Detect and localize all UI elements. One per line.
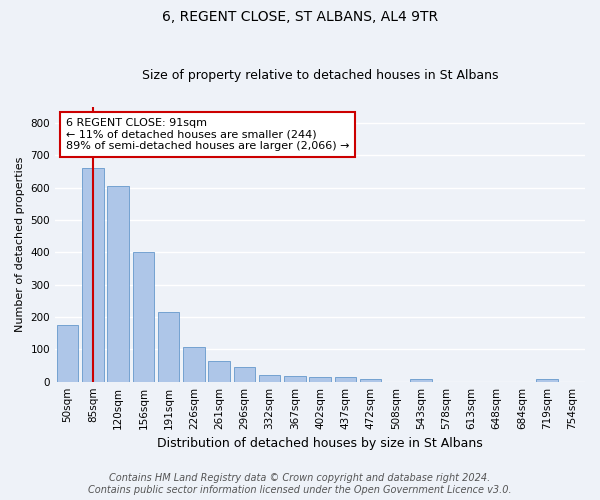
Bar [57, 325, 79, 382]
Bar [309, 377, 331, 382]
Bar [284, 376, 305, 382]
Y-axis label: Number of detached properties: Number of detached properties [15, 156, 25, 332]
Bar [360, 379, 381, 382]
Text: 6 REGENT CLOSE: 91sqm
← 11% of detached houses are smaller (244)
89% of semi-det: 6 REGENT CLOSE: 91sqm ← 11% of detached … [65, 118, 349, 151]
Bar [208, 362, 230, 382]
Bar [183, 347, 205, 382]
Bar [107, 186, 129, 382]
Bar [133, 252, 154, 382]
Bar [233, 367, 255, 382]
Text: Contains HM Land Registry data © Crown copyright and database right 2024.
Contai: Contains HM Land Registry data © Crown c… [88, 474, 512, 495]
Title: Size of property relative to detached houses in St Albans: Size of property relative to detached ho… [142, 69, 498, 82]
Bar [536, 379, 558, 382]
Bar [335, 377, 356, 382]
Bar [259, 375, 280, 382]
X-axis label: Distribution of detached houses by size in St Albans: Distribution of detached houses by size … [157, 437, 483, 450]
Bar [82, 168, 104, 382]
Bar [158, 312, 179, 382]
Bar [410, 379, 431, 382]
Text: 6, REGENT CLOSE, ST ALBANS, AL4 9TR: 6, REGENT CLOSE, ST ALBANS, AL4 9TR [162, 10, 438, 24]
